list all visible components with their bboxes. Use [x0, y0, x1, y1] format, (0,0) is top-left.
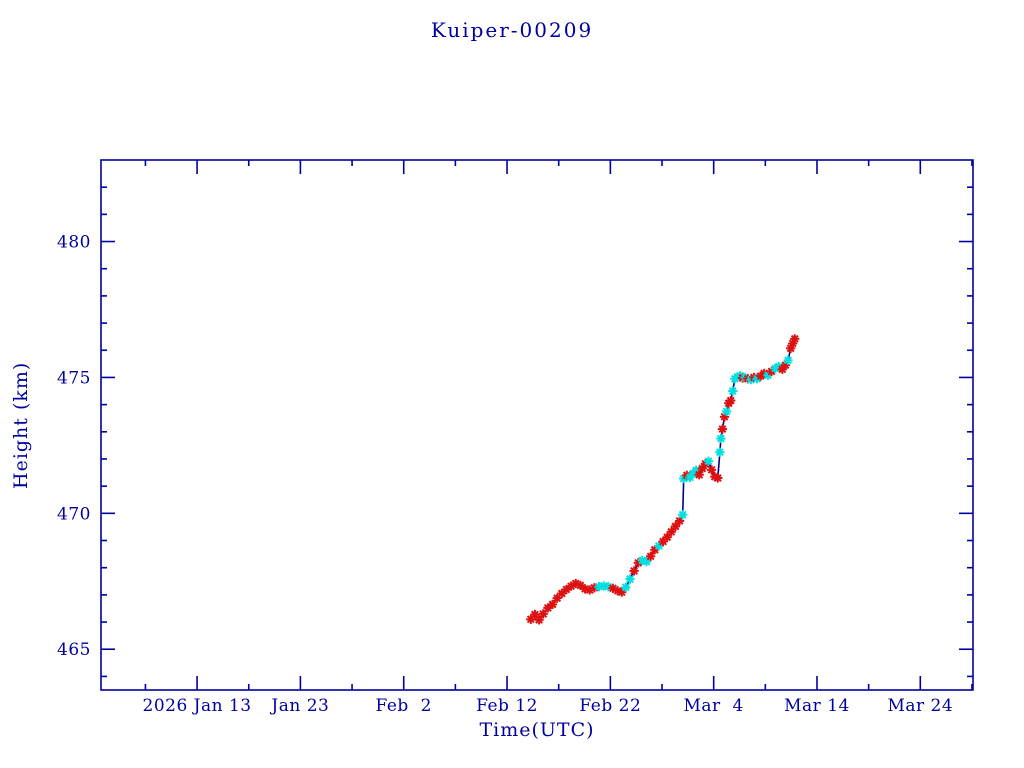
svg-text:Feb 22: Feb 22 [579, 696, 641, 716]
svg-text:2026 Jan 13: 2026 Jan 13 [143, 696, 252, 716]
data-point-marker-cyan [715, 447, 725, 457]
data-point-marker-cyan [728, 386, 738, 396]
data-point-marker-red [726, 395, 736, 406]
data-point-marker-cyan [678, 510, 688, 520]
svg-text:Feb 12: Feb 12 [476, 696, 538, 716]
data-point-marker-red [552, 593, 562, 603]
svg-text:Feb 2: Feb 2 [376, 696, 432, 716]
data-point-marker-red [713, 473, 723, 483]
data-point-marker-cyan [621, 582, 631, 592]
svg-text:465: 465 [57, 640, 91, 660]
chart-title: Kuiper-00209 [430, 18, 594, 42]
x-axis-title: Time(UTC) [479, 719, 595, 741]
svg-text:475: 475 [57, 368, 91, 388]
data-point-marker-cyan [625, 574, 635, 584]
svg-text:Jan 23: Jan 23 [269, 696, 329, 716]
svg-text:480: 480 [57, 233, 91, 253]
data-point-marker-red [717, 424, 728, 434]
data-point-marker-red [707, 465, 717, 475]
data-point-marker-cyan [703, 456, 714, 466]
svg-text:Mar 14: Mar 14 [784, 696, 850, 716]
data-point-marker-red [629, 566, 639, 576]
data-point-marker-red [790, 334, 800, 344]
svg-text:Mar 24: Mar 24 [887, 696, 953, 716]
data-point-marker-red [534, 615, 544, 625]
svg-text:470: 470 [57, 504, 91, 524]
data-point-marker-cyan [716, 433, 726, 444]
data-point-marker-cyan [721, 406, 732, 417]
data-point-marker-cyan [783, 355, 793, 365]
data-point-marker-red [547, 599, 558, 609]
svg-text:Mar 4: Mar 4 [684, 696, 744, 716]
data-point-marker-red [646, 551, 656, 561]
data-point-marker-red [530, 609, 540, 620]
